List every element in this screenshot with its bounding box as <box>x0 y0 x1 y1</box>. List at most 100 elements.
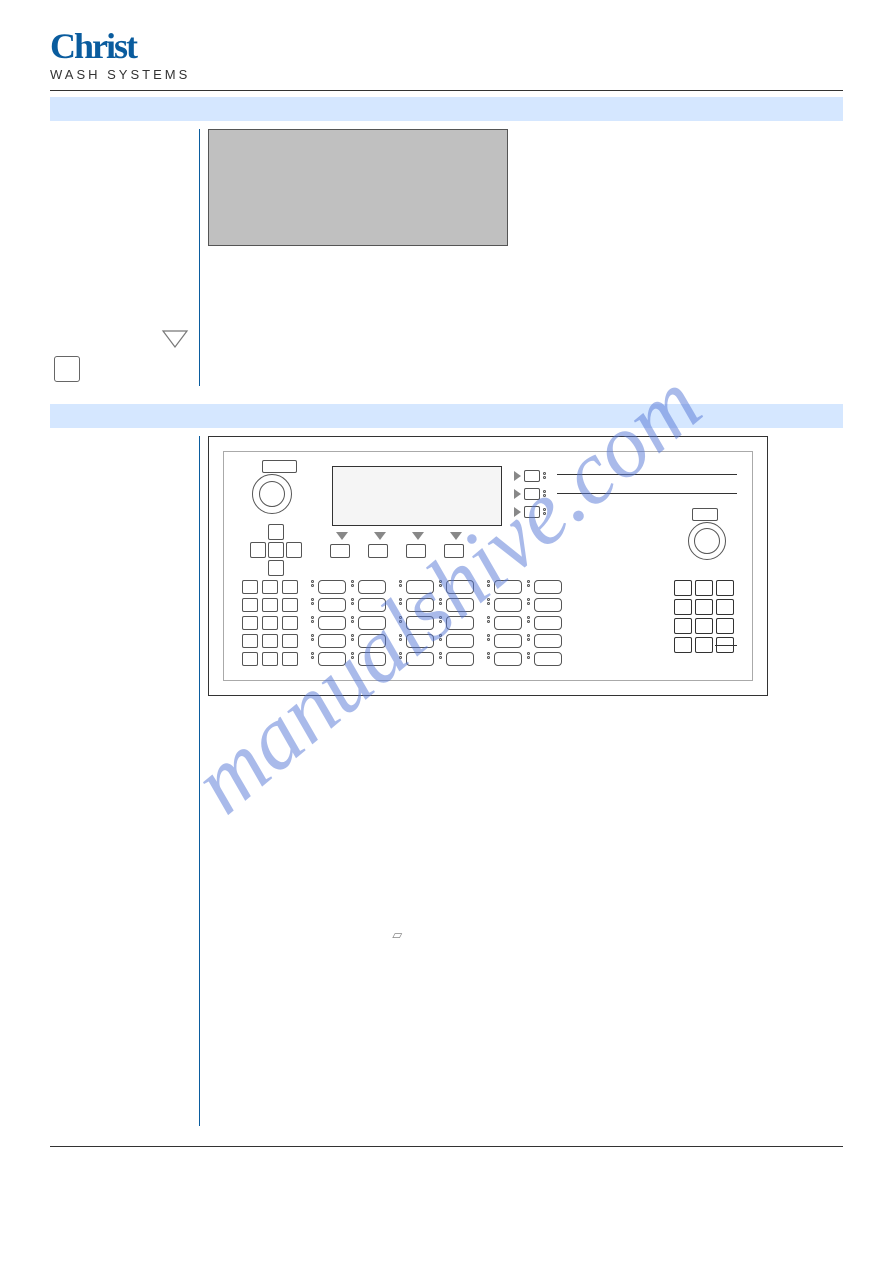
square-button-icon <box>54 356 80 382</box>
control-panel-figure: Not-Aus ▲ ▼ ◀ ▶ H <box>208 436 768 696</box>
fn-key-icon <box>358 634 386 648</box>
triangle-right-icon <box>514 489 521 499</box>
fn-key-icon <box>494 634 522 648</box>
fn-key-icon <box>282 598 298 612</box>
triangle-right-icon <box>514 471 521 481</box>
side-key-icon <box>524 506 540 518</box>
numpad: 1 2 3 4 5 6 7 8 9 C 0 E <box>674 580 734 653</box>
header-divider <box>50 90 843 91</box>
home-button-icon: H <box>268 542 284 558</box>
fn-key-icon <box>282 580 298 594</box>
numkey-7: 7 <box>674 618 692 634</box>
numkey-3: 3 <box>716 580 734 596</box>
fn-key-icon <box>242 634 258 648</box>
fn-key-icon <box>262 634 278 648</box>
side-key-icon <box>524 488 540 500</box>
panel-inner: Not-Aus ▲ ▼ ◀ ▶ H <box>223 451 753 681</box>
fn-key-icon <box>446 580 474 594</box>
fn-key-icon <box>446 634 474 648</box>
fn-key-icon <box>282 616 298 630</box>
function-key-grid <box>242 580 570 670</box>
section-1-content: Christ WASH SYSTEMS XXX YYY placeholder … <box>50 129 843 386</box>
emergency-stop-icon <box>252 474 292 514</box>
fn-key-icon <box>534 634 562 648</box>
triangle-right-icon <box>514 507 521 517</box>
fn-key-icon <box>534 616 562 630</box>
fn-key-icon <box>242 580 258 594</box>
section-bar-1: · <box>50 97 843 121</box>
section-bar-2: · <box>50 404 843 428</box>
fn-key-icon <box>534 652 562 666</box>
triangle-down-icon <box>336 532 348 540</box>
numkey-5: 5 <box>695 599 713 615</box>
fn-key-icon <box>262 652 278 666</box>
fn-key-icon <box>358 598 386 612</box>
fn-key-icon <box>446 652 474 666</box>
fn-key-icon <box>406 598 434 612</box>
fn-key-icon <box>318 598 346 612</box>
display-tagline: WASH SYSTEMS <box>219 181 497 194</box>
numkey-2: 2 <box>695 580 713 596</box>
triangle-down-icon <box>159 329 191 351</box>
fn-key-icon <box>262 598 278 612</box>
fn-key-icon <box>242 616 258 630</box>
fn-key-icon <box>494 616 522 630</box>
arrow-up-icon: ▲ <box>268 524 284 540</box>
start-label: Start <box>692 508 718 522</box>
side-keys <box>514 470 546 524</box>
callout-1: 1 <box>742 465 749 483</box>
numkey-0: 0 <box>695 637 713 653</box>
section-1-left <box>50 129 200 386</box>
fn-key-icon <box>406 580 434 594</box>
arrow-down-icon: ▼ <box>268 560 284 576</box>
fn-key-icon <box>318 616 346 630</box>
section-2-left <box>50 436 200 1126</box>
start-button-icon <box>688 522 726 560</box>
numkey-1: 1 <box>674 580 692 596</box>
softkey-icon <box>368 544 388 558</box>
callout-2: 2 <box>742 484 749 502</box>
fn-key-icon <box>318 580 346 594</box>
screen-buttons <box>330 544 464 558</box>
callout-3: 3 <box>742 637 749 655</box>
side-key-icon <box>524 470 540 482</box>
fn-key-icon <box>406 616 434 630</box>
fn-key-icon <box>282 652 298 666</box>
softkey-icon <box>406 544 426 558</box>
numkey-6: 6 <box>716 599 734 615</box>
fn-key-icon <box>242 598 258 612</box>
fn-key-icon <box>318 634 346 648</box>
fn-key-icon <box>262 616 278 630</box>
fn-key-icon <box>318 652 346 666</box>
arrow-left-icon: ◀ <box>250 542 266 558</box>
display-brand: Christ <box>219 142 497 181</box>
panel-screen-icon <box>332 466 502 526</box>
fn-key-icon <box>262 580 278 594</box>
section-1-right: Christ WASH SYSTEMS XXX YYY placeholder … <box>200 129 843 386</box>
numkey-9: 9 <box>716 618 734 634</box>
fn-key-icon <box>534 580 562 594</box>
triangle-down-icon <box>412 532 424 540</box>
fn-key-icon <box>446 598 474 612</box>
display-screen: Christ WASH SYSTEMS XXX YYY <box>208 129 508 246</box>
fn-key-icon <box>494 580 522 594</box>
fn-key-icon <box>534 598 562 612</box>
fn-key-icon <box>358 616 386 630</box>
section-2-content: Not-Aus ▲ ▼ ◀ ▶ H <box>50 436 843 1126</box>
hidden-body-1: placeholder body text line one here to f… <box>208 258 843 385</box>
page: manualshive.com Christ WASH SYSTEMS · Ch… <box>0 0 893 1187</box>
fn-key-icon <box>242 652 258 666</box>
fn-key-icon <box>282 634 298 648</box>
fn-key-icon <box>494 652 522 666</box>
softkey-icon <box>330 544 350 558</box>
section-2-right: Not-Aus ▲ ▼ ◀ ▶ H <box>200 436 843 1126</box>
brand-tagline: WASH SYSTEMS <box>50 67 843 82</box>
callout-line-2 <box>557 493 737 494</box>
fn-key-icon <box>494 598 522 612</box>
fn-key-icon <box>446 616 474 630</box>
softkey-icon <box>444 544 464 558</box>
arrow-right-icon: ▶ <box>286 542 302 558</box>
hidden-body-2: line aline bline cpara one placeholder t… <box>208 708 843 1126</box>
callout-line-3 <box>715 645 737 646</box>
numkey-c: C <box>674 637 692 653</box>
